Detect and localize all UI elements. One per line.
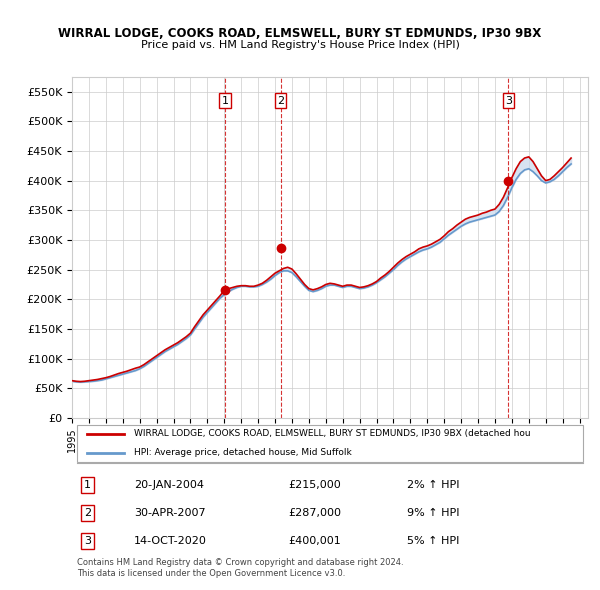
Text: 3: 3	[84, 536, 91, 546]
Text: 9% ↑ HPI: 9% ↑ HPI	[407, 508, 460, 518]
Text: Price paid vs. HM Land Registry's House Price Index (HPI): Price paid vs. HM Land Registry's House …	[140, 40, 460, 50]
Text: £287,000: £287,000	[289, 508, 342, 518]
Text: 2: 2	[84, 508, 91, 518]
Text: 3: 3	[505, 96, 512, 106]
Text: 1: 1	[221, 96, 229, 106]
Text: 2% ↑ HPI: 2% ↑ HPI	[407, 480, 460, 490]
Text: 30-APR-2007: 30-APR-2007	[134, 508, 206, 518]
Text: 20-JAN-2004: 20-JAN-2004	[134, 480, 204, 490]
Text: 14-OCT-2020: 14-OCT-2020	[134, 536, 207, 546]
Text: WIRRAL LODGE, COOKS ROAD, ELMSWELL, BURY ST EDMUNDS, IP30 9BX: WIRRAL LODGE, COOKS ROAD, ELMSWELL, BURY…	[58, 27, 542, 40]
Text: £400,001: £400,001	[289, 536, 341, 546]
Text: Contains HM Land Registry data © Crown copyright and database right 2024.: Contains HM Land Registry data © Crown c…	[77, 558, 404, 567]
Text: £215,000: £215,000	[289, 480, 341, 490]
Text: 5% ↑ HPI: 5% ↑ HPI	[407, 536, 460, 546]
FancyBboxPatch shape	[77, 425, 583, 462]
Text: HPI: Average price, detached house, Mid Suffolk: HPI: Average price, detached house, Mid …	[134, 448, 352, 457]
Text: This data is licensed under the Open Government Licence v3.0.: This data is licensed under the Open Gov…	[77, 569, 346, 578]
Text: 1: 1	[84, 480, 91, 490]
Text: WIRRAL LODGE, COOKS ROAD, ELMSWELL, BURY ST EDMUNDS, IP30 9BX (detached hou: WIRRAL LODGE, COOKS ROAD, ELMSWELL, BURY…	[134, 430, 530, 438]
Text: 2: 2	[277, 96, 284, 106]
